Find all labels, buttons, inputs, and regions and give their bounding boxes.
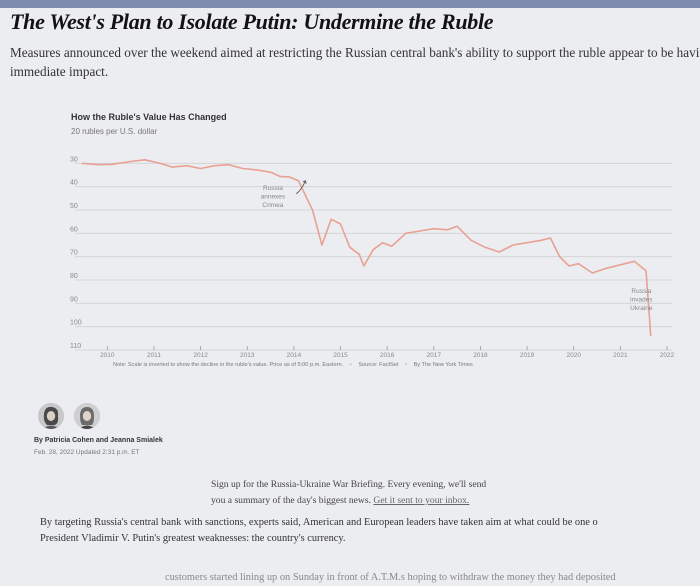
chart-source: Source: FactSet bbox=[358, 362, 399, 368]
annotation-label: Russia bbox=[631, 288, 651, 295]
bullet-separator: • bbox=[349, 362, 352, 368]
x-tick-label: 2021 bbox=[613, 352, 628, 359]
author-photo-icon bbox=[38, 403, 64, 429]
chart-note-text: Note: Scale is inverted to show the decl… bbox=[113, 362, 344, 368]
browser-top-bar bbox=[0, 0, 700, 8]
x-tick-label: 2015 bbox=[333, 352, 348, 359]
y-tick-label: 90 bbox=[70, 296, 78, 303]
y-tick-label: 70 bbox=[70, 250, 78, 257]
ruble-line-chart: 30 40 50 60 70 80 90 100 110 2010 2011 2012 2013 2014… bbox=[70, 156, 675, 359]
x-tick-label: 2018 bbox=[473, 352, 488, 359]
annotation-label: Russia bbox=[263, 185, 283, 192]
annotation-arrowhead bbox=[302, 180, 307, 184]
x-tick-label: 2011 bbox=[147, 352, 161, 359]
newsletter-promo: Sign up for the Russia-Ukraine War Brief… bbox=[211, 477, 486, 509]
article-dateline: Feb. 28, 2022 Updated 2:31 p.m. ET bbox=[34, 449, 140, 456]
body-line: President Vladimir V. Putin's greatest w… bbox=[40, 533, 346, 544]
annotation-label: invades bbox=[630, 296, 653, 303]
y-tick-label: 40 bbox=[70, 180, 78, 187]
annotation-label: Crimea bbox=[262, 202, 283, 209]
chart-credit: By The New York Times bbox=[413, 362, 473, 368]
article-headline: The West's Plan to Isolate Putin: Underm… bbox=[10, 9, 494, 34]
author-avatar[interactable] bbox=[38, 403, 64, 429]
y-tick-label: 80 bbox=[70, 273, 78, 280]
newsletter-promo-text: you a summary of the day's biggest news. bbox=[211, 495, 371, 506]
subhead-line: immediate impact. bbox=[10, 64, 109, 79]
x-tick-label: 2012 bbox=[193, 352, 208, 359]
x-tick-label: 2017 bbox=[427, 352, 442, 359]
y-tick-label: 100 bbox=[70, 320, 82, 327]
x-tick-label: 2016 bbox=[380, 352, 395, 359]
article-body: By targeting Russia's central bank with … bbox=[40, 515, 700, 547]
annotation-label: Ukraine bbox=[630, 305, 653, 312]
author-avatar[interactable] bbox=[74, 403, 100, 429]
body-line: By targeting Russia's central bank with … bbox=[40, 517, 598, 528]
x-tick-label: 2022 bbox=[660, 352, 675, 359]
article-subhead: Measures announced over the weekend aime… bbox=[10, 43, 700, 81]
newsletter-promo-line: Sign up for the Russia-Ukraine War Brief… bbox=[211, 479, 487, 490]
x-tick-label: 2019 bbox=[520, 352, 535, 359]
newsletter-promo-line: you a summary of the day's biggest news.… bbox=[211, 493, 486, 509]
body-line-cut-off: customers started lining up on Sunday in… bbox=[165, 572, 616, 583]
chart-note: Note: Scale is inverted to show the decl… bbox=[113, 362, 473, 368]
y-tick-label: 60 bbox=[70, 226, 78, 233]
y-tick-label: 30 bbox=[70, 156, 78, 163]
x-tick-label: 2010 bbox=[100, 352, 115, 359]
subhead-line: Measures announced over the weekend aime… bbox=[10, 45, 700, 60]
ruble-series-line bbox=[81, 158, 652, 337]
annotation-arrow bbox=[295, 180, 306, 195]
x-tick-label: 2014 bbox=[287, 352, 302, 359]
y-tick-label: 110 bbox=[70, 343, 81, 350]
bullet-separator: • bbox=[405, 362, 407, 368]
x-tick-label: 2013 bbox=[240, 352, 255, 359]
chart-y-units: 20 rubles per U.S. dollar bbox=[71, 127, 158, 136]
article-byline: By Patricia Cohen and Jeanna Smialek bbox=[34, 437, 163, 444]
author-photo-icon bbox=[74, 403, 100, 429]
x-tick-label: 2020 bbox=[566, 352, 581, 359]
chart-title: How the Ruble's Value Has Changed bbox=[71, 112, 227, 122]
y-tick-label: 50 bbox=[70, 203, 78, 210]
newsletter-signup-link[interactable]: Get it sent to your inbox. bbox=[373, 495, 470, 506]
annotation-label: annexes bbox=[261, 194, 286, 201]
